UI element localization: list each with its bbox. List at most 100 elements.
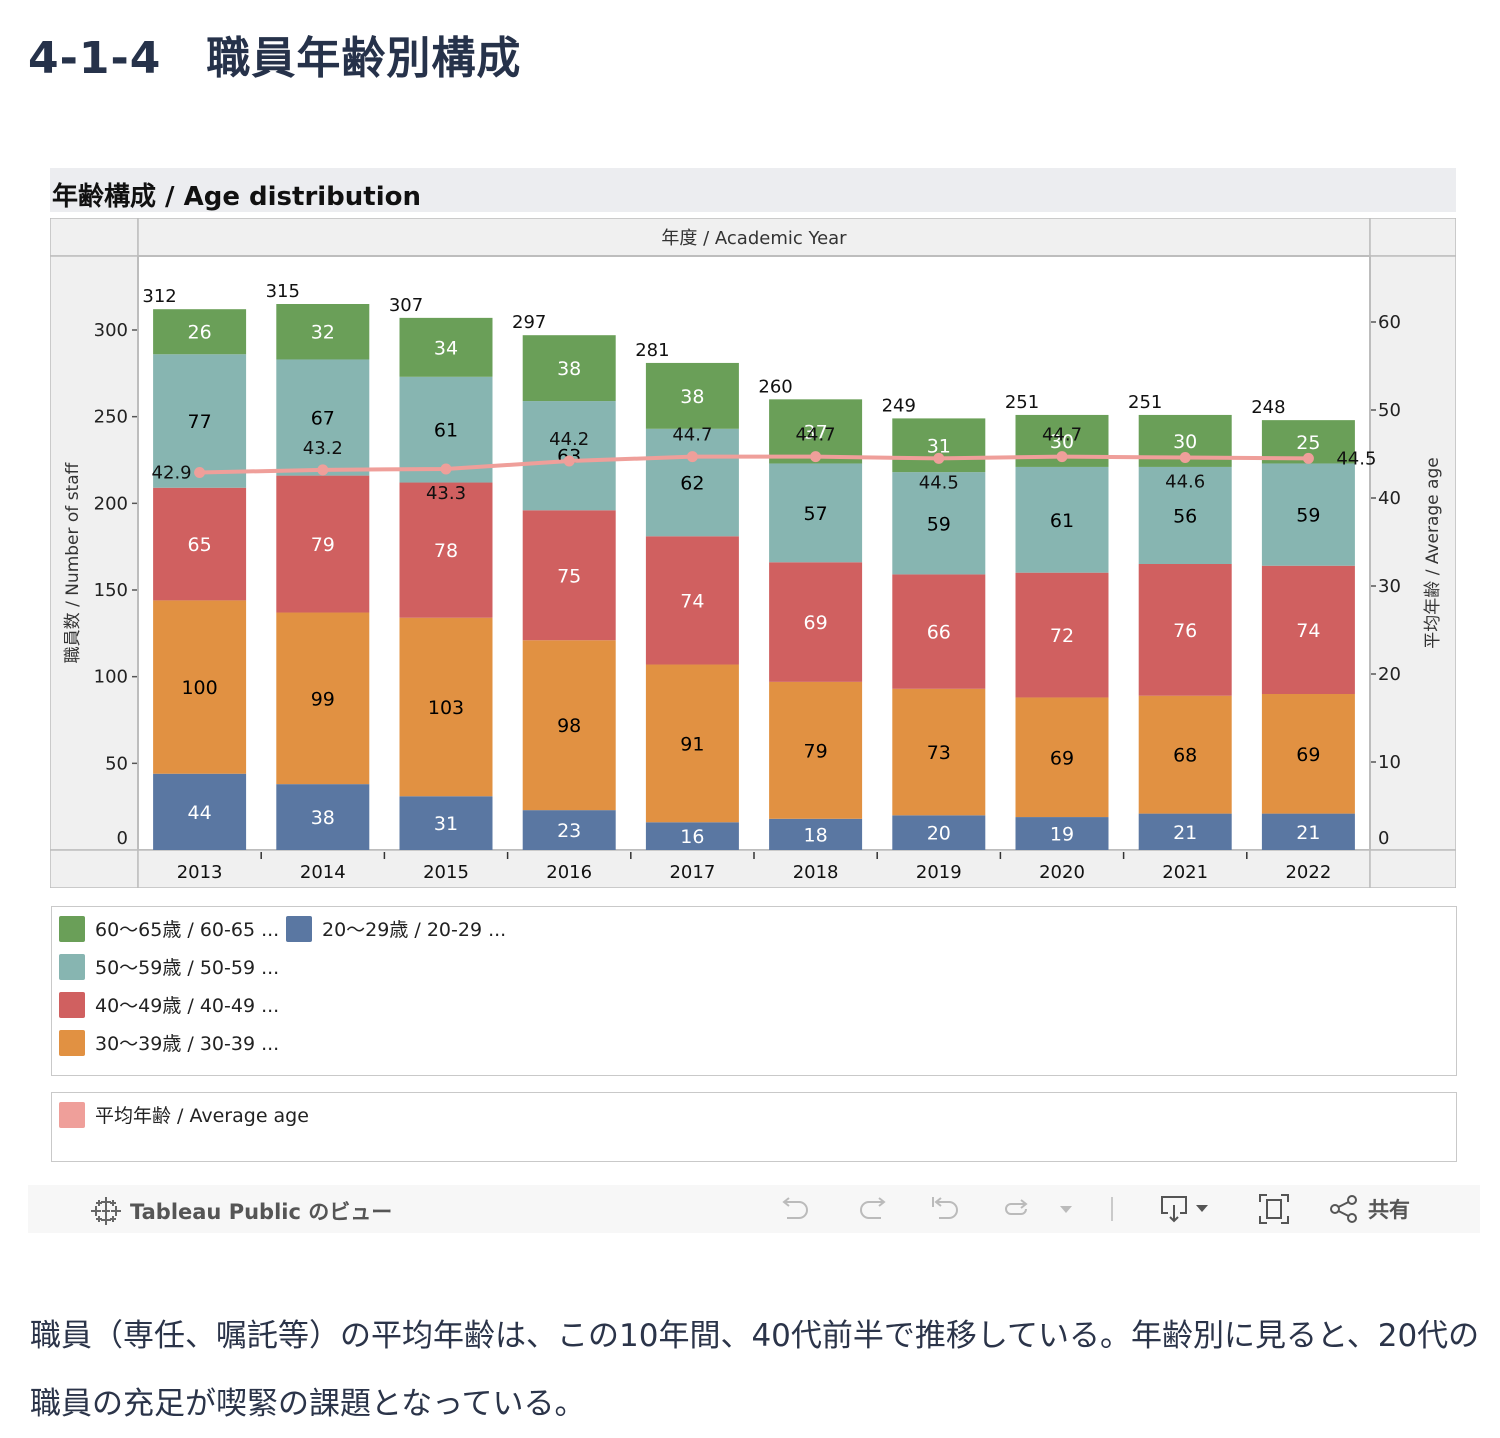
fullscreen-icon (1259, 1194, 1289, 1224)
tableau-toolbar: Tableau Public のビュー 共有 (28, 1185, 1480, 1233)
bar-segment-age_50_59[interactable] (645, 428, 739, 537)
bar-segment-age_50_59[interactable] (1015, 466, 1109, 573)
bar-segment-age_30_39[interactable] (1015, 697, 1109, 818)
legend-swatch-40-49 (59, 991, 85, 1018)
legend-item-20-29[interactable]: 20〜29歳 / 20-29 ... (286, 915, 506, 942)
share-button[interactable]: 共有 (1328, 1193, 1410, 1225)
bar-segment-age_20_29[interactable] (769, 818, 863, 850)
legend-label: 60〜65歳 / 60-65 ... (95, 919, 280, 941)
stacked-bar-chart[interactable]: 年度 / Academic Year 職員数 / Number of staff… (49, 217, 1457, 889)
bar-segment-age_20_29[interactable] (1015, 817, 1109, 850)
bar-segment-age_20_29[interactable] (153, 773, 247, 850)
bar-segment-age_20_29[interactable] (276, 784, 370, 850)
refresh-dropdown-button[interactable] (1048, 1193, 1084, 1225)
bar-segment-age_50_59[interactable] (276, 359, 370, 476)
bar-segment-age_40_49[interactable] (399, 482, 493, 618)
legend-swatch-20-29 (286, 915, 312, 942)
x-tick-label: 2020 (1039, 862, 1085, 883)
bar-segment-age_50_59[interactable] (769, 463, 863, 563)
bar-segment-age_30_39[interactable] (522, 640, 616, 811)
bar-segment-age_40_49[interactable] (645, 536, 739, 665)
bar-segment-age_30_39[interactable] (399, 617, 493, 797)
bar-segment-age_30_39[interactable] (1138, 695, 1232, 814)
bar-segment-age_60_65[interactable] (522, 335, 616, 402)
bar-segment-age_50_59[interactable] (1261, 463, 1355, 566)
bar-segment-age_50_59[interactable] (1138, 466, 1232, 564)
average-age-point[interactable] (933, 452, 945, 464)
bar-segment-age_40_49[interactable] (153, 487, 247, 601)
bar-segment-age_20_29[interactable] (645, 822, 739, 850)
bar-segment-age_30_39[interactable] (276, 612, 370, 785)
bar-segment-age_30_39[interactable] (153, 600, 247, 774)
undo-button[interactable] (778, 1193, 814, 1225)
legend-item-30-39[interactable]: 30〜39歳 / 30-39 ... (59, 1029, 279, 1056)
average-age-point[interactable] (194, 466, 206, 478)
viz-title-bar: 年齢構成 / Age distribution (50, 168, 1456, 212)
segment-label: 79 (311, 534, 335, 556)
bar-segment-age_20_29[interactable] (1138, 813, 1232, 850)
x-tick-label: 2016 (546, 862, 592, 883)
bar-segment-age_40_49[interactable] (892, 574, 986, 689)
segment-label: 34 (434, 337, 458, 359)
y2-tick-label: 20 (1378, 664, 1401, 685)
segment-label: 74 (1296, 620, 1320, 642)
bar-segment-age_40_49[interactable] (1261, 565, 1355, 694)
bar-segment-age_20_29[interactable] (522, 810, 616, 850)
header-corner-left (49, 217, 139, 257)
bar-segment-age_40_49[interactable] (276, 475, 370, 613)
bar-segment-age_30_39[interactable] (1261, 694, 1355, 814)
average-age-line-path (199, 454, 1309, 475)
fullscreen-button[interactable] (1256, 1193, 1292, 1225)
column-header-label: 年度 / Academic Year (661, 228, 847, 249)
average-age-point[interactable] (563, 455, 575, 467)
download-button[interactable] (1158, 1193, 1218, 1225)
average-age-point[interactable] (1302, 452, 1314, 464)
average-age-label: 43.3 (426, 483, 466, 504)
legend-item-50-59[interactable]: 50〜59歳 / 50-59 ... (59, 953, 279, 980)
average-age-point[interactable] (1179, 452, 1191, 464)
bar-segment-age_40_49[interactable] (1138, 564, 1232, 696)
average-age-point[interactable] (440, 463, 452, 475)
bar-segment-age_40_49[interactable] (769, 562, 863, 682)
bar-segment-age_60_65[interactable] (153, 309, 247, 355)
redo-button[interactable] (854, 1193, 890, 1225)
bar-segment-age_30_39[interactable] (892, 688, 986, 816)
average-age-label: 44.7 (672, 425, 712, 446)
bar-segment-age_60_65[interactable] (276, 304, 370, 360)
y-axis-ticks: 0 50 100 150 200 250 300 (94, 320, 137, 849)
bar-segment-age_20_29[interactable] (399, 796, 493, 850)
bar-segment-age_20_29[interactable] (1261, 813, 1355, 850)
bar-segment-age_60_65[interactable] (645, 362, 739, 429)
bar-segment-age_50_59[interactable] (153, 354, 247, 488)
total-label: 248 (1251, 397, 1285, 418)
tableau-public-link[interactable]: Tableau Public のビュー (90, 1195, 392, 1227)
legend-item-60-65[interactable]: 60〜65歳 / 60-65 ... (59, 915, 279, 942)
refresh-button[interactable] (998, 1193, 1034, 1225)
average-age-point[interactable] (810, 451, 822, 463)
x-tick-label: 2021 (1162, 862, 1208, 883)
legend-item-average-age[interactable]: 平均年齢 / Average age (59, 1101, 309, 1128)
segment-label: 78 (434, 540, 458, 562)
bar-segment-age_30_39[interactable] (769, 681, 863, 819)
revert-icon (932, 1197, 958, 1219)
bar-segment-age_20_29[interactable] (892, 815, 986, 850)
average-age-point[interactable] (1056, 451, 1068, 463)
segment-label: 23 (557, 820, 581, 842)
legend-label: 30〜39歳 / 30-39 ... (95, 1033, 280, 1055)
bar-segment-age_50_59[interactable] (892, 472, 986, 575)
average-age-label: 44.5 (1336, 448, 1376, 469)
segment-label: 75 (557, 565, 581, 587)
bar-segment-age_30_39[interactable] (645, 664, 739, 823)
bar-segment-age_40_49[interactable] (522, 510, 616, 641)
total-label: 251 (1005, 392, 1039, 413)
segment-label: 62 (680, 473, 704, 495)
average-age-label: 43.2 (303, 438, 343, 459)
average-age-point[interactable] (686, 451, 698, 463)
legend-item-40-49[interactable]: 40〜49歳 / 40-49 ... (59, 991, 279, 1018)
revert-button[interactable] (928, 1193, 964, 1225)
average-age-point[interactable] (317, 464, 329, 476)
bar-segment-age_60_65[interactable] (399, 317, 493, 377)
y-tick-label: 0 (117, 828, 128, 849)
bar-segment-age_40_49[interactable] (1015, 572, 1109, 698)
y2-axis-title: 平均年齢 / Average age (1423, 457, 1443, 648)
